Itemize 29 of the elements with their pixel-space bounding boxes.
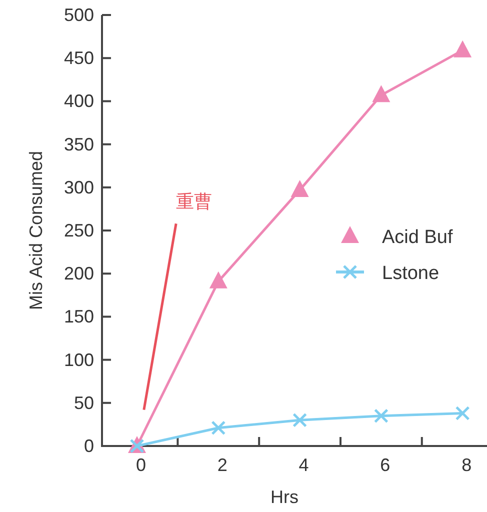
point: [372, 85, 390, 102]
y-tick-label: 500: [64, 5, 94, 25]
x-tick-label: 2: [217, 455, 228, 475]
y-tick-label: 250: [64, 220, 94, 240]
y-tick-label: 400: [64, 91, 94, 112]
legend-label: Acid Buf: [382, 227, 454, 248]
point: [290, 180, 309, 197]
y-tick-label: 200: [64, 264, 94, 284]
y-tick-label: 100: [64, 350, 94, 370]
y-tick-label: 350: [64, 134, 94, 154]
x-tick-label: 6: [380, 455, 390, 475]
y-tick-label: 0: [84, 436, 94, 456]
legend-label: Lstone: [382, 263, 440, 284]
point: [454, 40, 472, 58]
y-tick-label: 300: [64, 177, 94, 198]
y-tick-label: 150: [64, 306, 94, 327]
point: [209, 271, 228, 288]
y-tick-label: 50: [74, 392, 94, 413]
y-tick-label: 450: [64, 48, 94, 68]
x-tick-label: 4: [298, 455, 309, 475]
point: [211, 420, 226, 436]
x-tick-label: 8: [462, 455, 472, 475]
point: [455, 406, 470, 420]
y-axis-title: Mis Acid Consumed: [26, 150, 46, 310]
point: [292, 412, 308, 428]
point: [374, 408, 388, 424]
x-axis-title: Hrs: [270, 487, 298, 507]
x-tick-label: 0: [136, 455, 146, 475]
series-label: 重曹: [176, 192, 212, 212]
